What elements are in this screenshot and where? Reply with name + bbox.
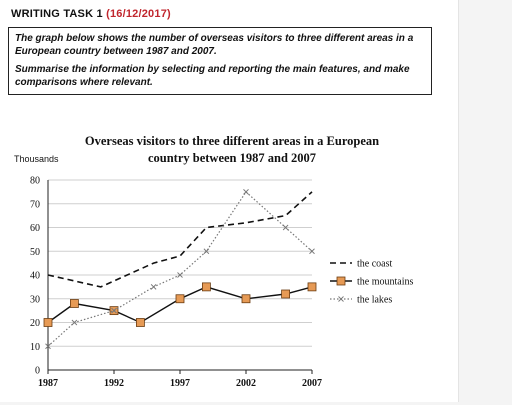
point-mark-b — [338, 296, 344, 302]
y-tick-label: 30 — [30, 294, 40, 305]
y-tick-label: 50 — [30, 247, 40, 258]
task-prompt-description: The graph below shows the number of over… — [15, 33, 414, 57]
point-the-mountains — [135, 318, 145, 327]
series-line-the-coast — [47, 191, 313, 288]
y-tick-label: 20 — [30, 318, 40, 329]
point-the-lakes — [203, 248, 210, 255]
chart-title-line2: country between 1987 and 2007 — [148, 151, 316, 165]
y-tick-label: 70 — [30, 199, 40, 210]
task-card: WRITING TASK 1 (16/12/2017) The graph be… — [0, 0, 459, 402]
point-the-mountains — [175, 294, 185, 304]
y-tick-label: 80 — [30, 176, 40, 187]
legend-label: the lakes — [357, 295, 392, 306]
x-tick-label: 1987 — [38, 378, 58, 389]
point-mark-b — [111, 307, 117, 314]
legend-label: the mountains — [357, 277, 413, 288]
point-mark-b — [71, 319, 78, 326]
y-tick-label: 40 — [30, 271, 40, 282]
y-tick-label: 10 — [30, 342, 40, 353]
point-the-lakes — [45, 343, 51, 350]
point-the-mountains — [201, 282, 211, 292]
y-tick-label: 60 — [30, 223, 40, 234]
task-heading: WRITING TASK 1 (16/12/2017) — [11, 8, 171, 20]
x-tick-label: 2002 — [236, 378, 256, 389]
point-the-mountains — [336, 276, 346, 286]
chart-title-line1: Overseas visitors to three different are… — [85, 134, 379, 148]
point-mark-b — [150, 284, 157, 290]
x-tick-label: 2007 — [302, 378, 322, 389]
task-prompt-instruction: Summarise the information by selecting a… — [15, 64, 410, 88]
legend-entry-the-lakes: the lakes — [330, 295, 392, 306]
point-the-mountains — [307, 282, 317, 292]
task-prompt-box: The graph below shows the number of over… — [8, 27, 432, 95]
point-the-lakes — [111, 307, 117, 314]
point-the-mountains — [241, 294, 251, 304]
point-the-mountains — [43, 318, 53, 327]
point-the-lakes — [338, 296, 344, 302]
point-the-mountains — [281, 289, 291, 299]
series-line-the-lakes — [47, 190, 313, 347]
point-mark-b — [203, 248, 210, 255]
line-chart-svg: Overseas visitors to three different are… — [14, 134, 413, 389]
legend-entry-the-coast: the coast — [330, 259, 392, 270]
point-mark-b — [177, 272, 183, 278]
point-the-mountains — [70, 299, 79, 308]
point-the-lakes — [177, 272, 183, 278]
task-date: (16/12/2017) — [106, 8, 171, 20]
point-the-lakes — [309, 248, 315, 255]
series-line-the-mountains — [47, 286, 313, 324]
legend-label: the coast — [357, 259, 392, 270]
series-the-coast — [47, 191, 313, 288]
point-mark-b — [243, 189, 249, 195]
point-mark-b — [45, 343, 51, 350]
point-the-lakes — [150, 284, 157, 290]
x-tick-label: 1992 — [104, 378, 124, 389]
point-the-lakes — [282, 224, 289, 231]
series-the-mountains — [43, 282, 317, 327]
series-the-lakes — [45, 189, 315, 350]
line-chart: Overseas visitors to three different are… — [0, 128, 458, 400]
y-axis-label: Thousands — [14, 154, 59, 164]
point-mark-b — [282, 224, 289, 231]
legend-entry-the-mountains: the mountains — [330, 277, 413, 288]
x-tick-label: 1997 — [170, 378, 190, 389]
point-the-lakes — [243, 189, 249, 195]
point-the-lakes — [71, 319, 78, 326]
point-mark-b — [309, 248, 315, 255]
task-heading-label: WRITING TASK 1 — [11, 8, 103, 20]
y-tick-label: 0 — [35, 366, 40, 377]
